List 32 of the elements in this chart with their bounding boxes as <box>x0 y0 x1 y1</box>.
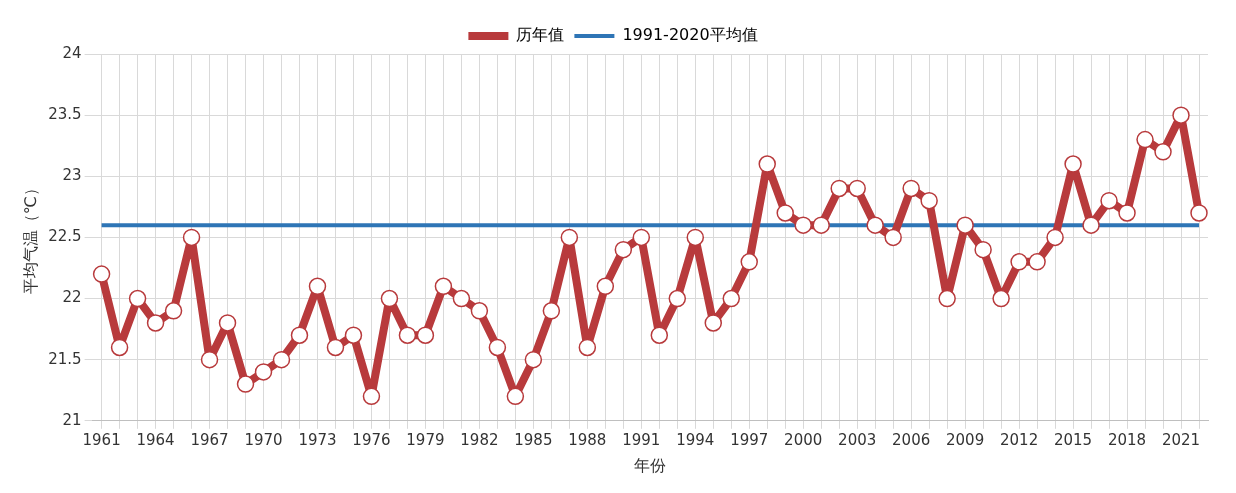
x-tick-label: 2009 <box>946 430 985 449</box>
x-tick-label: 2006 <box>892 430 931 449</box>
legend-label: 1991-2020平均值 <box>622 25 758 45</box>
x-tick-label: 1997 <box>730 430 769 449</box>
x-tick-label: 2003 <box>838 430 877 449</box>
y-tick-label: 23 <box>62 166 82 185</box>
legend-label: 历年值 <box>516 25 565 45</box>
x-tick-label: 1991 <box>622 430 661 449</box>
y-tick-label: 22 <box>62 288 82 307</box>
y-tick-label: 24 <box>62 43 82 62</box>
x-tick-label: 2021 <box>1161 430 1201 449</box>
y-tick-label: 22.5 <box>48 227 82 246</box>
x-tick-label: 1979 <box>406 430 445 449</box>
y-tick-label: 21 <box>62 410 82 429</box>
x-axis-title: 年份 <box>634 455 667 475</box>
x-tick-label: 2015 <box>1053 430 1093 449</box>
y-axis-title: 平均气温（℃） <box>20 180 40 295</box>
x-tick-label: 1961 <box>82 430 121 449</box>
x-tick-label: 1967 <box>190 430 229 449</box>
x-tick-label: 1994 <box>676 430 715 449</box>
x-tick-label: 2018 <box>1107 430 1147 449</box>
y-tick-label: 21.5 <box>48 349 82 368</box>
x-tick-label: 1985 <box>514 430 553 449</box>
x-tick-label: 2000 <box>784 430 823 449</box>
x-tick-label: 1970 <box>244 430 283 449</box>
x-tick-label: 1988 <box>568 430 607 449</box>
x-tick-label: 1976 <box>352 430 391 449</box>
x-tick-label: 1982 <box>460 430 499 449</box>
x-tick-label: 1964 <box>136 430 175 449</box>
x-tick-label: 1973 <box>298 430 337 449</box>
x-tick-label: 2012 <box>1000 430 1039 449</box>
y-tick-label: 23.5 <box>48 105 82 124</box>
